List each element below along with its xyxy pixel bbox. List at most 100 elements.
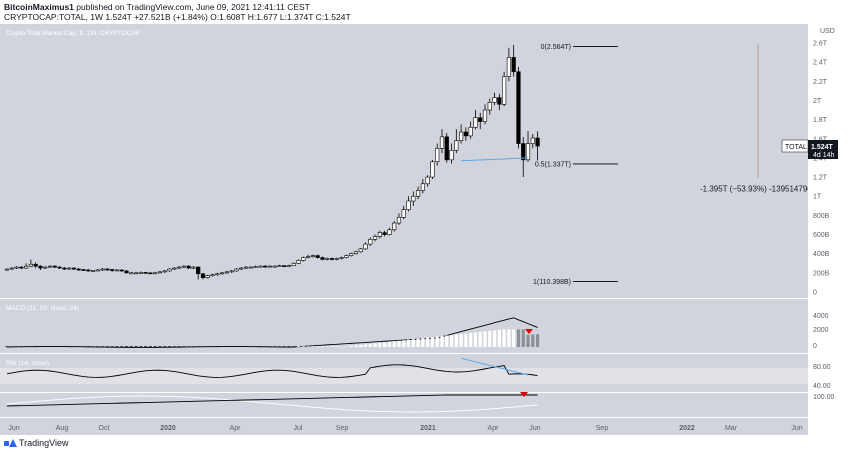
- candle-body: [368, 239, 373, 245]
- candle-body: [181, 265, 186, 268]
- candle-body: [186, 265, 191, 269]
- macd-histogram-bar: [340, 347, 344, 348]
- candle-body: [372, 236, 378, 240]
- macd-histogram-bar: [426, 337, 430, 347]
- macd-histogram-bar: [373, 343, 377, 347]
- candle-body: [229, 270, 234, 273]
- time-axis-labels: Jun Aug Oct 2020 Apr Jul Sep 2021 Apr Jun Sep 2022 M…: [8, 425, 802, 432]
- candle-body: [449, 149, 454, 161]
- time-axis-label: Jun: [791, 425, 802, 432]
- author-name[interactable]: BitcoinMaximus1: [4, 2, 74, 12]
- price-axis-label: 1T: [813, 194, 822, 201]
- macd-histogram-bar: [124, 346, 129, 347]
- candle-body: [157, 271, 163, 274]
- stoch-pane[interactable]: [0, 393, 808, 417]
- candle-body: [9, 267, 14, 270]
- time-axis[interactable]: [0, 418, 808, 435]
- macd-histogram-bar: [316, 346, 320, 347]
- price-axis-label: 0: [813, 290, 817, 297]
- candles-group: [4, 44, 540, 280]
- candle-body: [263, 265, 268, 268]
- macd-histogram-bar: [234, 346, 239, 347]
- price-pane[interactable]: [0, 24, 808, 298]
- macd-histogram-bar: [134, 346, 138, 347]
- candle-body: [28, 263, 34, 267]
- macd-histogram-bar: [144, 346, 148, 347]
- candle-body: [4, 268, 10, 271]
- candle-body: [76, 268, 81, 271]
- macd-histogram-bar: [273, 346, 277, 347]
- candle-body: [129, 272, 134, 275]
- candle-body: [411, 195, 416, 202]
- macd-line: [6, 317, 538, 348]
- candle-body: [286, 265, 292, 267]
- macd-histogram-bar: [67, 346, 71, 347]
- candle-body: [62, 267, 67, 270]
- candle-body: [215, 273, 220, 276]
- price-axis-label: 1.8T: [813, 117, 828, 124]
- macd-histogram-bar: [38, 346, 43, 347]
- symbol-tag-label: TOTAL: [785, 144, 807, 151]
- candle-body: [133, 272, 139, 275]
- publish-info: published on TradingView.com, June 09, 2…: [73, 2, 310, 12]
- candle-body: [320, 257, 325, 260]
- candle-body: [353, 251, 359, 254]
- candle-body: [272, 265, 277, 268]
- macd-histogram-bar: [440, 336, 444, 347]
- candle-body: [306, 256, 311, 258]
- candle-body: [406, 200, 411, 210]
- macd-histogram-bar: [34, 346, 38, 347]
- candle-body: [478, 117, 483, 122]
- candle-body: [248, 266, 253, 269]
- rsi-group: [6, 357, 538, 378]
- fib-label: 0.5(1.337T): [535, 161, 571, 168]
- rsi-band: [0, 368, 808, 384]
- candle-body: [196, 266, 201, 275]
- candle-body: [492, 97, 497, 103]
- candle-body: [420, 183, 425, 191]
- macd-histogram-bar: [153, 346, 157, 347]
- candle-body: [258, 265, 263, 268]
- candle-body: [243, 266, 249, 269]
- candle-body: [473, 117, 478, 128]
- candle-body: [339, 257, 344, 259]
- macd-histogram-bar: [421, 338, 425, 347]
- macd-histogram-bar: [81, 346, 86, 347]
- time-axis-label: Jun: [8, 425, 19, 432]
- candle-body: [90, 270, 96, 272]
- macd-histogram-bar: [172, 346, 176, 347]
- price-axis-label: 800B: [813, 213, 830, 220]
- macd-histogram-bar: [191, 346, 196, 347]
- macd-histogram-bar: [43, 346, 47, 347]
- indicator-axis-label: 0: [813, 343, 817, 350]
- candle-body: [530, 137, 535, 144]
- macd-histogram-bar: [435, 336, 439, 347]
- time-axis-label: Sep: [336, 425, 349, 432]
- candle-body: [358, 248, 363, 253]
- macd-histogram-bar: [368, 343, 372, 347]
- macd-histogram-bar: [349, 345, 353, 347]
- macd-histogram-bar: [488, 330, 492, 347]
- macd-histogram-bar: [526, 334, 530, 347]
- price-axis[interactable]: [808, 24, 850, 435]
- macd-histogram-bar: [277, 346, 282, 347]
- candle-body: [525, 143, 531, 161]
- macd-histogram-bar: [449, 334, 454, 347]
- macd-histogram-bar: [473, 332, 478, 347]
- rsi-line: [6, 364, 538, 378]
- candle-body: [105, 268, 110, 271]
- candle-body: [458, 131, 464, 141]
- macd-histogram-bar: [292, 346, 296, 347]
- tradingview-footer[interactable]: TradingView: [4, 438, 69, 448]
- macd-histogram-bar: [101, 346, 105, 347]
- price-axis-label: 600B: [813, 232, 830, 239]
- macd-histogram-bar: [454, 334, 458, 347]
- chart-area[interactable]: Crypto Total Market Cap, $, 1W, CRYPTOCA…: [0, 24, 850, 435]
- macd-histogram-bar: [430, 337, 435, 347]
- macd-histogram-bar: [464, 333, 468, 347]
- macd-histogram-bar: [406, 339, 411, 347]
- macd-histogram-bar: [497, 329, 501, 347]
- candle-body: [482, 109, 488, 122]
- indicator-axis-label: 2000: [813, 327, 829, 334]
- time-axis-label: Jun: [529, 425, 540, 432]
